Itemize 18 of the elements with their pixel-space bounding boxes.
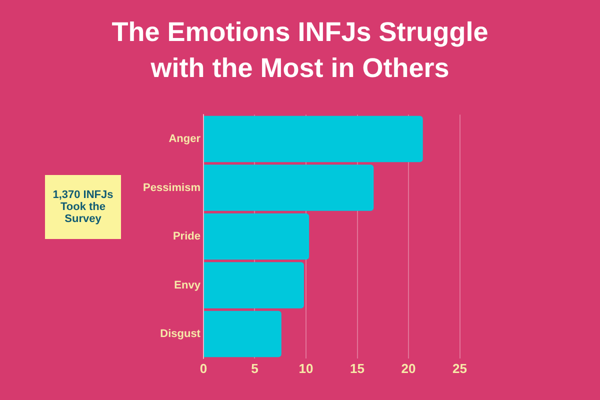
x-tick-label: 0 — [200, 360, 208, 376]
x-tick-label: 15 — [350, 360, 364, 376]
y-tick-label: Pessimism — [142, 182, 201, 194]
bar — [204, 213, 310, 260]
y-tick-label: Anger — [168, 133, 202, 146]
y-tick-label: Pride — [172, 230, 200, 243]
bar — [204, 310, 282, 358]
x-tick-label: 5 — [251, 360, 258, 376]
y-tick-label: Envy — [174, 279, 202, 292]
bar — [204, 262, 304, 308]
bar — [204, 164, 374, 211]
bar — [204, 116, 423, 162]
text: 1,370 INFJs Took the Survey — [45, 175, 121, 239]
y-tick-label: Disgust — [160, 328, 201, 340]
x-tick-label: 20 — [401, 360, 416, 376]
x-tick-label: 25 — [452, 360, 468, 376]
chart-title: The Emotions INFJs Struggle with the Most in Others — [110, 16, 490, 85]
x-tick-label: 10 — [298, 360, 314, 376]
